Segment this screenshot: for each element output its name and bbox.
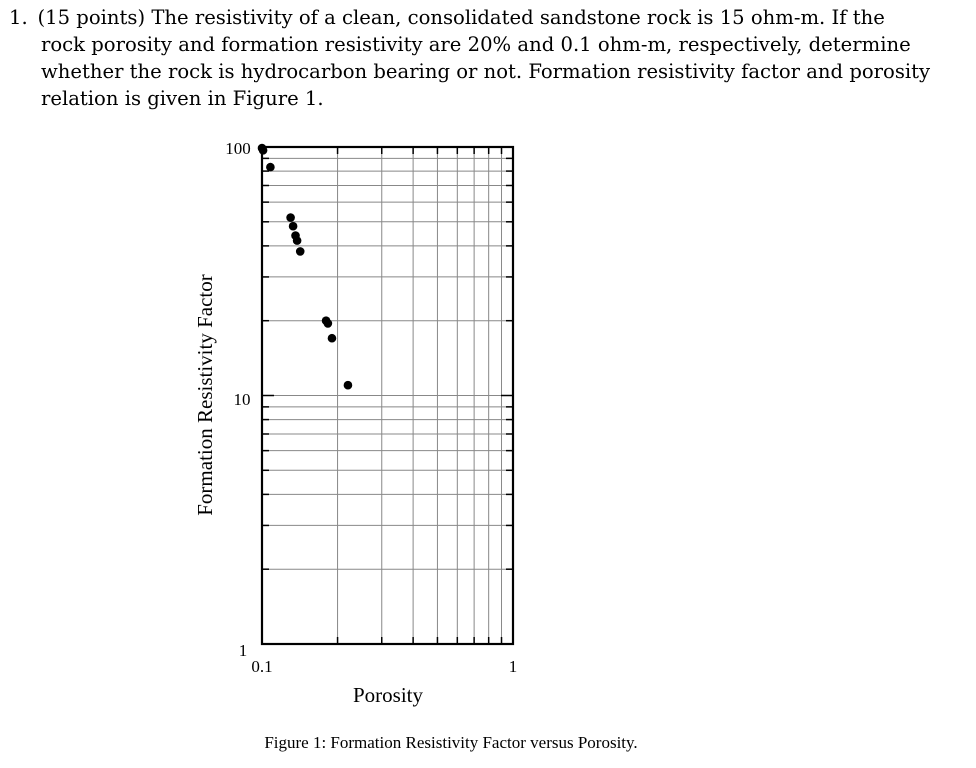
x-tick-label-0-1: 0.1 bbox=[251, 657, 272, 676]
chart-ticks bbox=[262, 147, 513, 644]
y-tick-label-100: 100 bbox=[225, 139, 251, 158]
chart-grid bbox=[262, 147, 513, 644]
problem-line-2: rock porosity and formation resistivity … bbox=[41, 33, 911, 56]
data-point bbox=[343, 380, 353, 390]
problem-line-4: relation is given in Figure 1. bbox=[41, 87, 324, 110]
data-point bbox=[327, 333, 337, 343]
data-point bbox=[292, 236, 302, 245]
data-point bbox=[266, 162, 275, 172]
data-point bbox=[288, 221, 298, 231]
data-point bbox=[295, 247, 305, 256]
data-point bbox=[323, 319, 333, 328]
y-axis-label: Formation Resistivity Factor bbox=[193, 274, 217, 516]
x-tick-label-1: 1 bbox=[509, 657, 518, 676]
data-points bbox=[257, 143, 353, 390]
problem-line-1: 1. (15 points) The resistivity of a clea… bbox=[9, 6, 885, 29]
plot-frame bbox=[260, 145, 515, 646]
x-axis-label: Porosity bbox=[353, 683, 424, 707]
axis-labels: 100 10 1 0.1 1 Porosity Formation Resist… bbox=[193, 139, 517, 707]
problem-line-3: whether the rock is hydrocarbon bearing … bbox=[41, 60, 931, 83]
data-point bbox=[286, 213, 295, 222]
y-tick-label-10: 10 bbox=[234, 390, 251, 409]
figure-caption: Figure 1: Formation Resistivity Factor v… bbox=[264, 733, 638, 752]
data-point bbox=[258, 145, 268, 155]
y-tick-label-1: 1 bbox=[239, 641, 248, 660]
